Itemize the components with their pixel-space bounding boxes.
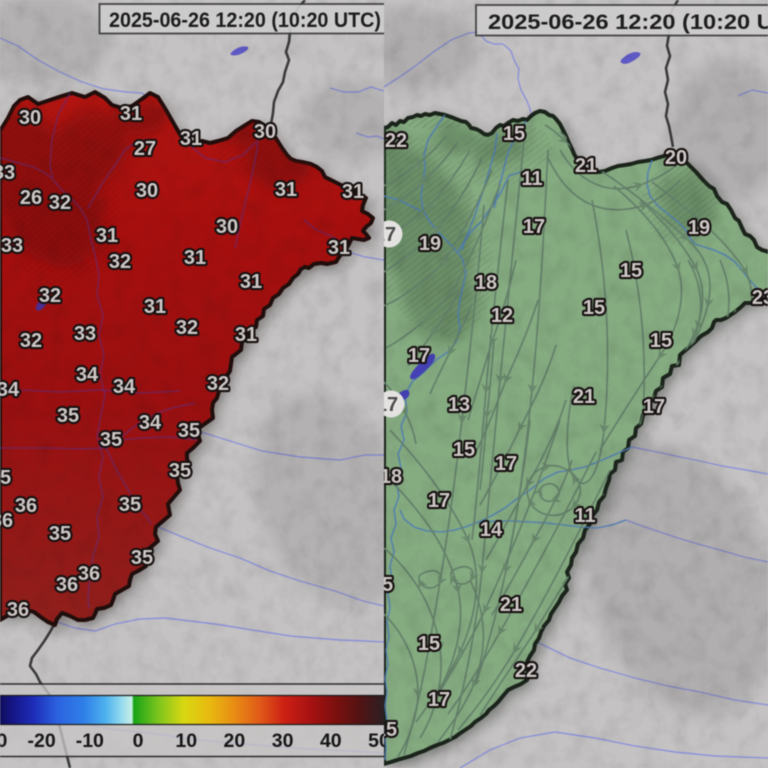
svg-text:23: 23 bbox=[752, 287, 768, 309]
svg-text:31: 31 bbox=[342, 181, 364, 203]
svg-text:32: 32 bbox=[20, 330, 42, 352]
svg-text:34: 34 bbox=[76, 364, 99, 386]
svg-text:21: 21 bbox=[575, 155, 597, 177]
svg-text:36: 36 bbox=[15, 495, 37, 517]
svg-text:17: 17 bbox=[408, 345, 430, 367]
svg-text:31: 31 bbox=[240, 271, 262, 293]
svg-text:35: 35 bbox=[49, 523, 71, 545]
svg-text:31: 31 bbox=[96, 225, 118, 247]
svg-text:35: 35 bbox=[131, 547, 153, 569]
svg-text:20: 20 bbox=[224, 730, 246, 752]
svg-text:35: 35 bbox=[169, 460, 191, 482]
svg-text:30: 30 bbox=[254, 121, 276, 143]
svg-text:-20: -20 bbox=[28, 730, 56, 752]
svg-text:31: 31 bbox=[275, 179, 297, 201]
svg-text:31: 31 bbox=[328, 237, 350, 259]
svg-text:36: 36 bbox=[0, 510, 13, 532]
svg-text:22: 22 bbox=[385, 130, 407, 152]
svg-text:33: 33 bbox=[74, 323, 96, 345]
svg-text:2025-06-26 12:20 (10:20 UTC): 2025-06-26 12:20 (10:20 UTC) bbox=[109, 8, 381, 32]
svg-text:17: 17 bbox=[643, 396, 665, 418]
svg-text:36: 36 bbox=[7, 599, 29, 621]
svg-text:17: 17 bbox=[374, 224, 396, 246]
svg-text:31: 31 bbox=[120, 103, 142, 125]
svg-text:15: 15 bbox=[418, 633, 440, 655]
svg-text:0: 0 bbox=[133, 730, 144, 752]
svg-text:32: 32 bbox=[39, 285, 61, 307]
svg-text:11: 11 bbox=[521, 168, 542, 190]
svg-text:35: 35 bbox=[100, 429, 122, 451]
svg-text:31: 31 bbox=[180, 128, 202, 150]
svg-text:32: 32 bbox=[176, 317, 198, 339]
svg-text:32: 32 bbox=[49, 192, 71, 214]
svg-text:15: 15 bbox=[650, 330, 672, 352]
svg-text:-10: -10 bbox=[76, 730, 104, 752]
svg-text:19: 19 bbox=[419, 233, 441, 255]
svg-text:18: 18 bbox=[380, 466, 402, 488]
svg-text:26: 26 bbox=[20, 187, 42, 209]
svg-text:15: 15 bbox=[620, 260, 642, 282]
svg-text:33: 33 bbox=[0, 162, 15, 184]
svg-text:33: 33 bbox=[1, 235, 23, 257]
svg-text:21: 21 bbox=[500, 594, 522, 616]
svg-text:13: 13 bbox=[448, 394, 470, 416]
svg-text:32: 32 bbox=[207, 373, 229, 395]
svg-text:35: 35 bbox=[178, 420, 200, 442]
svg-text:40: 40 bbox=[320, 730, 342, 752]
svg-text:30: 30 bbox=[216, 216, 238, 238]
svg-text:34: 34 bbox=[0, 379, 20, 401]
svg-text:17: 17 bbox=[428, 490, 450, 512]
svg-text:2025-06-26 12:20 (10:20 UTC): 2025-06-26 12:20 (10:20 UTC) bbox=[488, 10, 768, 34]
svg-text:32: 32 bbox=[109, 251, 131, 273]
svg-text:17: 17 bbox=[428, 689, 450, 711]
svg-text:35: 35 bbox=[119, 494, 141, 516]
svg-text:36: 36 bbox=[78, 563, 100, 585]
svg-text:15: 15 bbox=[503, 123, 525, 145]
svg-text:31: 31 bbox=[235, 324, 257, 346]
svg-text:30: 30 bbox=[136, 180, 158, 202]
svg-text:19: 19 bbox=[688, 217, 710, 239]
svg-text:15: 15 bbox=[371, 574, 393, 596]
svg-text:14: 14 bbox=[480, 519, 503, 541]
svg-text:30: 30 bbox=[272, 730, 294, 752]
svg-text:35: 35 bbox=[57, 405, 79, 427]
svg-text:21: 21 bbox=[573, 386, 595, 408]
svg-text:-30: -30 bbox=[0, 730, 8, 752]
svg-text:15: 15 bbox=[375, 719, 397, 741]
svg-text:35: 35 bbox=[0, 467, 11, 489]
svg-text:20: 20 bbox=[665, 147, 687, 169]
svg-text:36: 36 bbox=[56, 574, 78, 596]
svg-text:17: 17 bbox=[523, 216, 545, 238]
svg-text:27: 27 bbox=[134, 138, 156, 160]
svg-text:30: 30 bbox=[19, 107, 41, 129]
svg-text:18: 18 bbox=[475, 272, 497, 294]
svg-text:10: 10 bbox=[175, 730, 197, 752]
svg-text:31: 31 bbox=[144, 296, 166, 318]
svg-text:12: 12 bbox=[491, 305, 513, 327]
svg-text:34: 34 bbox=[113, 376, 136, 398]
svg-text:50: 50 bbox=[368, 730, 390, 752]
svg-text:31: 31 bbox=[184, 247, 206, 269]
svg-text:15: 15 bbox=[453, 439, 475, 461]
svg-text:11: 11 bbox=[574, 505, 595, 527]
svg-text:22: 22 bbox=[515, 660, 537, 682]
svg-text:34: 34 bbox=[139, 412, 162, 434]
svg-text:17: 17 bbox=[495, 453, 517, 475]
svg-text:15: 15 bbox=[583, 297, 605, 319]
svg-text:17: 17 bbox=[376, 394, 398, 416]
